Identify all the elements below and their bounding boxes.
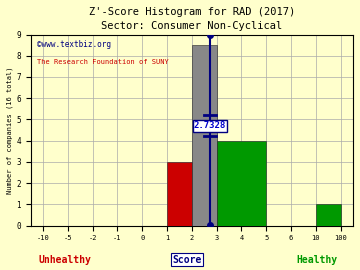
Text: Score: Score — [172, 255, 202, 265]
Bar — [217, 141, 266, 226]
Text: Healthy: Healthy — [296, 255, 337, 265]
Bar — [192, 45, 217, 226]
Bar — [316, 204, 341, 226]
Text: Unhealthy: Unhealthy — [39, 255, 91, 265]
Y-axis label: Number of companies (16 total): Number of companies (16 total) — [7, 66, 13, 194]
Text: ©www.textbiz.org: ©www.textbiz.org — [37, 40, 111, 49]
Title: Z'-Score Histogram for RAD (2017)
Sector: Consumer Non-Cyclical: Z'-Score Histogram for RAD (2017) Sector… — [89, 7, 295, 31]
Bar — [167, 162, 192, 226]
Text: The Research Foundation of SUNY: The Research Foundation of SUNY — [37, 59, 169, 65]
Text: 2.7328: 2.7328 — [194, 122, 226, 130]
